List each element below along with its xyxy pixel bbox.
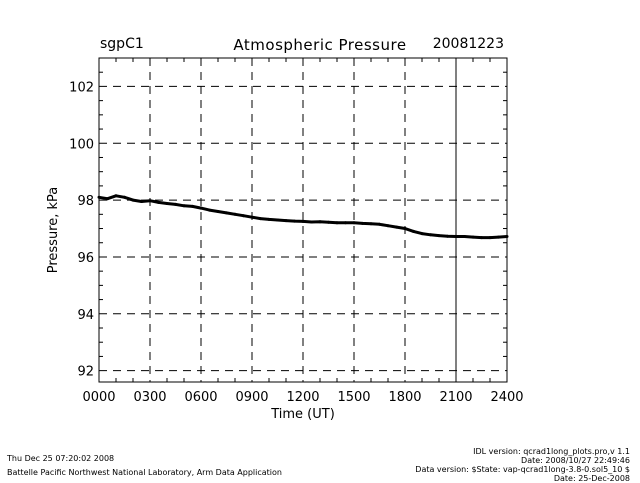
data-point xyxy=(480,236,483,240)
data-point xyxy=(301,219,305,223)
site-label: sgpC1 xyxy=(100,36,144,52)
x-tick-label: 1200 xyxy=(286,390,319,405)
data-point xyxy=(454,235,458,238)
y-tick-label: 102 xyxy=(69,80,94,95)
x-tick-label: 1500 xyxy=(337,390,370,405)
footer-data-date: Date: 25-Dec-2008 xyxy=(553,474,630,483)
footer-version-info: IDL version: qcrad1long_plots.pro,v 1.1 … xyxy=(415,447,630,483)
data-point xyxy=(361,221,364,225)
data-point xyxy=(140,200,143,203)
data-point xyxy=(344,221,347,225)
y-tick-label: 98 xyxy=(77,194,94,209)
x-tick-label: 2100 xyxy=(439,390,472,405)
data-point xyxy=(437,234,441,238)
data-point xyxy=(327,220,330,224)
data-point xyxy=(403,227,407,230)
data-point xyxy=(225,211,228,215)
data-point xyxy=(488,236,492,240)
data-point xyxy=(259,217,262,221)
data-point xyxy=(208,208,211,212)
footer-data-version: Data version: $State: vap-qcrad1long-3.8… xyxy=(415,465,630,474)
y-tick-label: 100 xyxy=(69,137,94,152)
y-tick-labels: 92 94 96 98 100 102 xyxy=(69,80,94,379)
data-point xyxy=(369,222,373,226)
data-point xyxy=(191,204,194,208)
data-point xyxy=(250,215,254,219)
axis-ticks xyxy=(99,57,507,382)
footer-idl-date: Date: 2008/10/27 22:49:46 xyxy=(521,456,630,465)
footer-timestamp: Thu Dec 25 07:20:02 2008 xyxy=(7,454,115,463)
data-point xyxy=(131,198,135,202)
footer-lab: Battelle Pacific Northwest National Labo… xyxy=(7,468,282,477)
date-label: 20081223 xyxy=(432,36,504,52)
x-axis-label: Time (UT) xyxy=(270,407,335,422)
y-tick-label: 94 xyxy=(77,308,94,323)
data-point xyxy=(352,221,356,225)
x-tick-labels: 0000 0300 0600 0900 1200 1500 1800 2100 2400 xyxy=(82,390,523,405)
data-point xyxy=(216,210,220,213)
y-tick-label: 92 xyxy=(77,365,94,380)
data-point xyxy=(233,212,237,216)
data-point xyxy=(378,222,381,226)
data-point xyxy=(293,219,296,223)
data-point xyxy=(182,204,186,208)
data-point xyxy=(497,235,500,239)
data-point xyxy=(429,233,432,237)
data-point xyxy=(148,199,152,203)
data-point xyxy=(284,219,288,223)
data-point xyxy=(174,202,177,206)
data-point xyxy=(310,220,313,224)
x-tick-label: 0900 xyxy=(235,390,268,405)
data-point xyxy=(114,194,118,198)
y-axis-label: Pressure, kPa xyxy=(46,187,61,274)
data-point xyxy=(446,234,449,238)
data-point xyxy=(395,225,398,229)
x-tick-label: 0600 xyxy=(184,390,217,405)
data-point xyxy=(420,232,424,236)
series-points xyxy=(97,194,509,240)
data-point xyxy=(97,195,101,199)
data-point xyxy=(463,235,466,238)
data-point xyxy=(123,195,126,199)
data-point xyxy=(412,229,415,233)
data-point xyxy=(157,200,160,204)
x-tick-label: 0000 xyxy=(82,390,115,405)
data-point xyxy=(386,224,390,228)
x-tick-label: 0300 xyxy=(133,390,166,405)
data-point xyxy=(267,217,271,221)
grid-lines xyxy=(99,58,507,382)
data-point xyxy=(276,218,279,222)
data-point xyxy=(318,220,322,224)
data-point xyxy=(505,235,509,238)
y-tick-label: 96 xyxy=(77,251,94,266)
footer-idl-version: IDL version: qcrad1long_plots.pro,v 1.1 xyxy=(473,447,630,456)
x-tick-label: 2400 xyxy=(490,390,523,405)
data-point xyxy=(242,214,245,218)
data-point xyxy=(335,221,339,225)
data-point xyxy=(165,202,169,205)
x-tick-label: 1800 xyxy=(388,390,421,405)
chart-title: Atmospheric Pressure xyxy=(233,36,407,54)
data-point xyxy=(199,206,203,210)
data-point xyxy=(471,235,475,239)
data-point xyxy=(106,197,109,201)
